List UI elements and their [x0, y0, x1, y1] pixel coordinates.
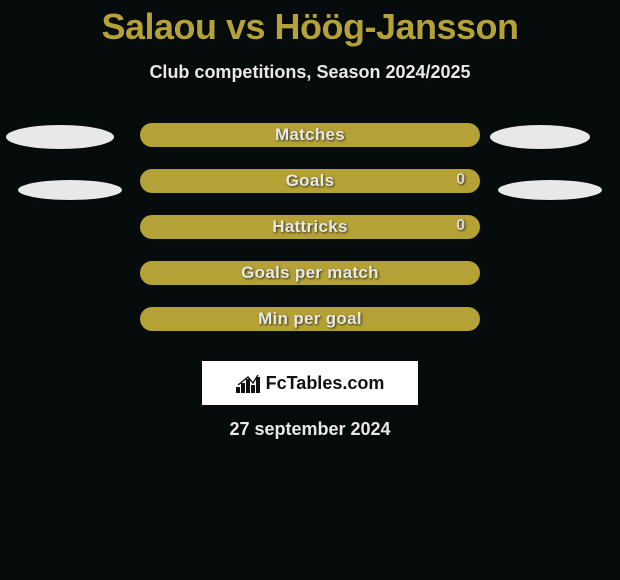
stat-value-right: 0	[456, 217, 465, 235]
source-logo-text: FcTables.com	[266, 373, 385, 394]
stat-row: Goals 0	[0, 169, 620, 215]
stat-row: Matches	[0, 123, 620, 169]
stat-row: Hattricks 0	[0, 215, 620, 261]
stat-label: Goals per match	[241, 263, 379, 283]
stat-label: Min per goal	[258, 309, 362, 329]
fctables-logo-icon	[236, 373, 262, 393]
stat-label: Matches	[275, 125, 345, 145]
stat-label: Hattricks	[272, 217, 347, 237]
stat-value-right: 0	[456, 171, 465, 189]
comparison-title: Salaou vs Höög-Jansson	[0, 0, 620, 48]
source-logo-box: FcTables.com	[202, 361, 418, 405]
stat-row: Goals per match	[0, 261, 620, 307]
stat-label: Goals	[286, 171, 335, 191]
stat-row: Min per goal	[0, 307, 620, 353]
stats-container: Matches Goals 0 Hattricks 0 Goals per ma…	[0, 123, 620, 353]
comparison-subtitle: Club competitions, Season 2024/2025	[0, 62, 620, 83]
source-logo: FcTables.com	[236, 373, 385, 394]
generation-date: 27 september 2024	[0, 419, 620, 440]
